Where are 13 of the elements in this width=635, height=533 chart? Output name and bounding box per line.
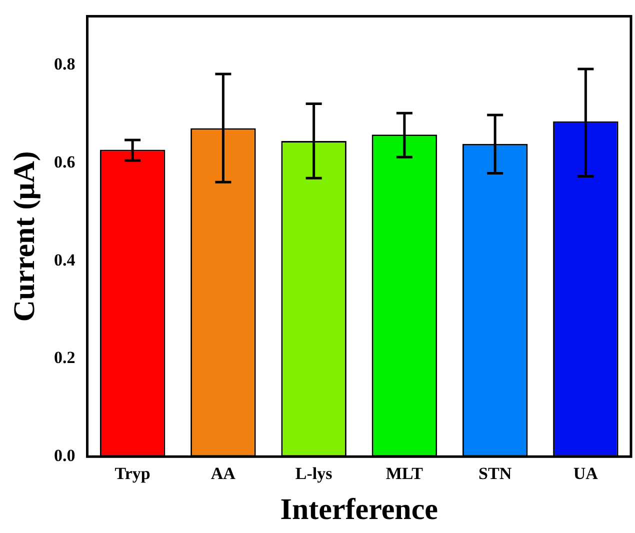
x-tick-label: MLT: [386, 464, 424, 484]
x-tick-label: L-lys: [295, 464, 333, 484]
y-tick-label: 0.2: [54, 348, 76, 368]
x-tick-label: UA: [573, 464, 599, 484]
x-tick-label: Tryp: [114, 464, 150, 484]
y-tick-label: 0.0: [54, 446, 76, 465]
x-axis-title: Interference: [280, 492, 438, 526]
y-tick-label: 0.6: [54, 152, 76, 172]
y-tick-label: 0.4: [54, 250, 76, 270]
y-axis-title: Current (μA): [8, 151, 41, 322]
y-tick-label: 0.8: [54, 54, 76, 74]
x-tick-label: AA: [210, 464, 236, 484]
x-tick-label: STN: [478, 464, 512, 484]
